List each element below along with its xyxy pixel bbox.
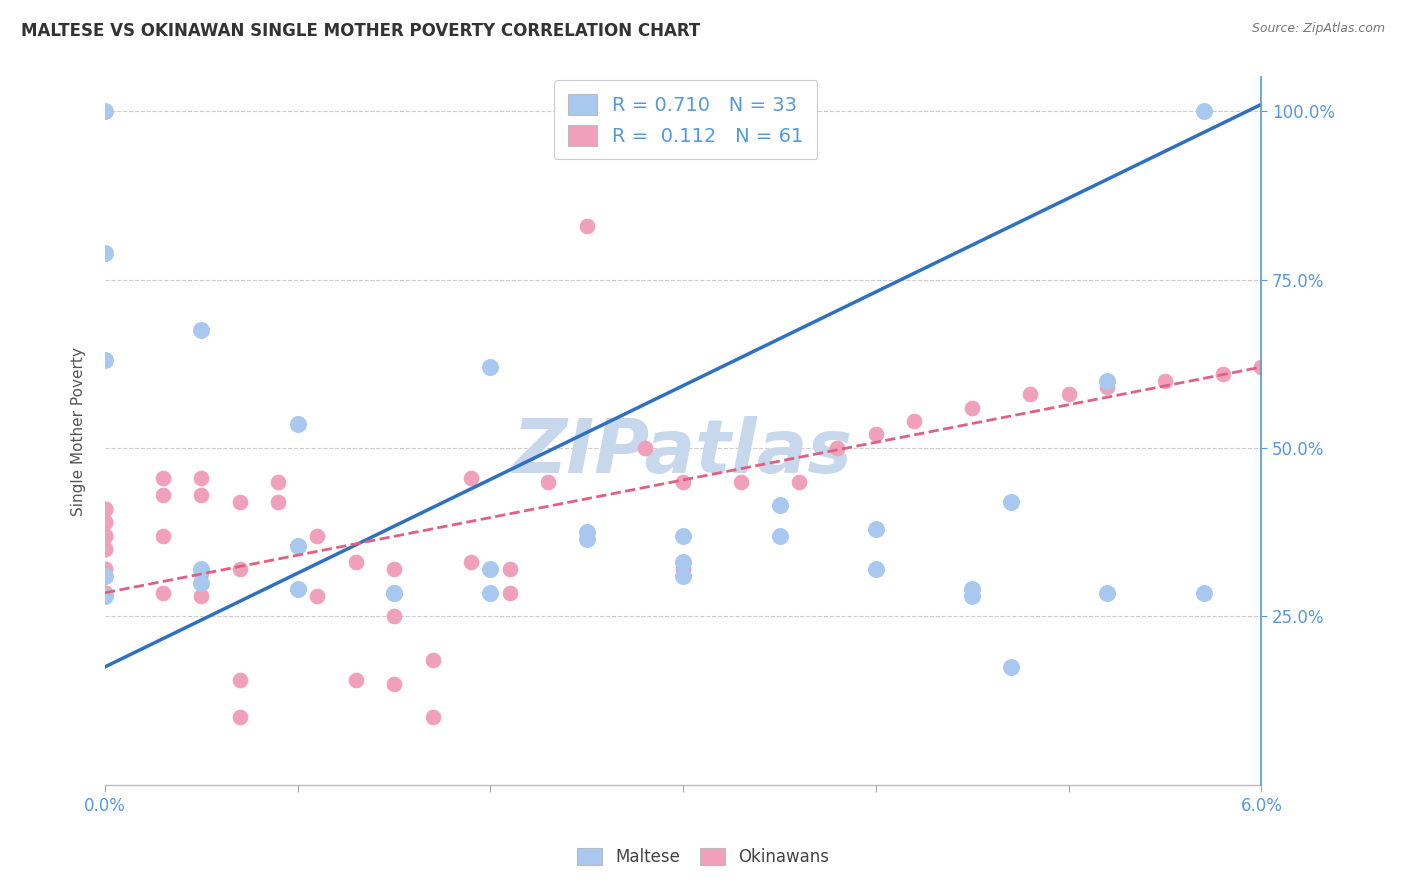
Point (1212, 367, 1234, 381)
Point (633, 441, 655, 455)
Point (94, 569, 117, 583)
Point (190, 471, 212, 485)
Point (382, 586, 405, 600)
Point (344, 556, 367, 570)
Point (1000, 495, 1022, 509)
Point (94, 501, 117, 516)
Point (94, 501, 117, 516)
Text: ZIPatlas: ZIPatlas (513, 416, 853, 489)
Point (190, 562, 212, 576)
Point (499, 562, 522, 576)
Point (1057, 387, 1080, 401)
Text: MALTESE VS OKINAWAN SINGLE MOTHER POVERTY CORRELATION CHART: MALTESE VS OKINAWAN SINGLE MOTHER POVERT… (21, 22, 700, 40)
Point (190, 575, 212, 590)
Point (94, 245, 117, 260)
Point (460, 471, 482, 485)
Point (1250, 360, 1272, 375)
Point (479, 562, 502, 576)
Point (730, 475, 752, 489)
Point (382, 562, 405, 576)
Point (287, 417, 309, 432)
Point (575, 219, 598, 233)
Y-axis label: Single Mother Poverty: Single Mother Poverty (72, 347, 86, 516)
Point (94, 586, 117, 600)
Point (962, 582, 984, 597)
Text: Source: ZipAtlas.com: Source: ZipAtlas.com (1251, 22, 1385, 36)
Point (94, 562, 117, 576)
Point (94, 528, 117, 542)
Point (1192, 586, 1215, 600)
Point (190, 488, 212, 502)
Point (94, 541, 117, 556)
Point (94, 586, 117, 600)
Legend: R = 0.710   N = 33, R =  0.112   N = 61: R = 0.710 N = 33, R = 0.112 N = 61 (554, 80, 817, 160)
Point (152, 471, 174, 485)
Point (287, 539, 309, 553)
Point (1095, 586, 1118, 600)
Point (962, 589, 984, 603)
Point (768, 528, 790, 542)
Point (382, 586, 405, 600)
Point (94, 589, 117, 603)
Point (94, 528, 117, 542)
Legend: Maltese, Okinawans: Maltese, Okinawans (569, 841, 837, 873)
Point (865, 562, 887, 576)
Point (1019, 387, 1042, 401)
Point (1095, 380, 1118, 394)
Point (962, 401, 984, 415)
Point (94, 586, 117, 600)
Point (94, 515, 117, 529)
Point (94, 353, 117, 368)
Point (382, 609, 405, 624)
Point (229, 562, 252, 576)
Point (305, 528, 328, 542)
Point (787, 475, 810, 489)
Point (499, 586, 522, 600)
Point (152, 488, 174, 502)
Point (672, 569, 695, 583)
Point (672, 528, 695, 542)
Point (94, 515, 117, 529)
Point (1095, 374, 1118, 388)
Point (479, 586, 502, 600)
Point (537, 475, 560, 489)
Point (152, 528, 174, 542)
Point (94, 586, 117, 600)
Point (94, 541, 117, 556)
Point (94, 501, 117, 516)
Point (152, 586, 174, 600)
Point (229, 495, 252, 509)
Point (827, 441, 849, 455)
Point (1154, 374, 1177, 388)
Point (382, 676, 405, 690)
Point (672, 562, 695, 576)
Point (190, 589, 212, 603)
Point (229, 673, 252, 688)
Point (479, 360, 502, 375)
Point (94, 562, 117, 576)
Point (344, 673, 367, 688)
Point (422, 710, 444, 724)
Point (575, 525, 598, 540)
Point (94, 528, 117, 542)
Point (903, 414, 925, 428)
Point (190, 566, 212, 580)
Point (229, 710, 252, 724)
Point (575, 532, 598, 546)
Point (865, 427, 887, 442)
Point (460, 556, 482, 570)
Point (190, 323, 212, 337)
Point (267, 495, 290, 509)
Point (305, 589, 328, 603)
Point (865, 522, 887, 536)
Point (1000, 660, 1022, 674)
Point (267, 475, 290, 489)
Point (1192, 104, 1215, 119)
Point (768, 498, 790, 512)
Point (94, 104, 117, 119)
Point (422, 653, 444, 667)
Point (287, 582, 309, 597)
Point (672, 556, 695, 570)
Point (672, 475, 695, 489)
